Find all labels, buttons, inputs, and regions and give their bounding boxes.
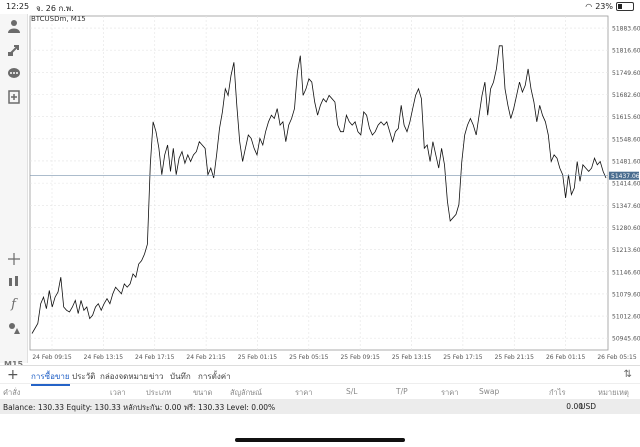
tab-news[interactable]: ข่าว	[149, 372, 164, 381]
status-time: 12:25	[6, 2, 30, 11]
home-indicator[interactable]	[235, 438, 405, 442]
x-tick-label: 26 Feb 01:15	[546, 354, 586, 361]
balance-currency: USD	[579, 402, 596, 411]
y-tick-label: 51079.60	[612, 291, 640, 298]
sort-icon[interactable]: ⇅	[623, 369, 632, 380]
account-icon[interactable]	[5, 17, 22, 34]
y-tick-label: 51682.60	[612, 92, 640, 99]
current-price-badge	[609, 171, 639, 180]
timeframe-label[interactable]: M15	[4, 360, 23, 369]
objects-icon[interactable]	[5, 319, 22, 336]
price-line	[31, 45, 607, 334]
status-bar: 12:25 จ. 26 ก.พ. ◠ 23%	[0, 0, 640, 14]
chart-svg: 51883.60 51816.60 51749.60 51682.60 51615.60…	[29, 15, 640, 361]
trade-icon[interactable]	[5, 41, 22, 58]
y-tick-label: 51012.60	[612, 314, 640, 321]
col-time: เวลา	[110, 388, 126, 397]
col-tp: T/P	[396, 387, 408, 396]
column-headers: คำสั่ง เวลา ประเภท ขนาด สัญลักษณ์ ราคา S…	[0, 383, 640, 400]
x-tick-label: 25 Feb 13:15	[392, 354, 432, 361]
x-tick-label: 24 Feb 21:15	[186, 354, 226, 361]
price-chart[interactable]: 51883.60 51816.60 51749.60 51682.60 51615.60…	[28, 14, 640, 362]
x-tick-label: 25 Feb 21:15	[495, 354, 535, 361]
col-price: ราคา	[295, 388, 313, 397]
x-tick-label: 25 Feb 09:15	[340, 354, 380, 361]
add-icon[interactable]: +	[7, 367, 19, 383]
x-tick-label: 25 Feb 17:15	[443, 354, 483, 361]
x-tick-label: 24 Feb 17:15	[135, 354, 175, 361]
status-date: จ. 26 ก.พ.	[36, 4, 74, 13]
chat-icon[interactable]	[5, 65, 22, 82]
y-tick-label: 51749.60	[612, 70, 640, 77]
y-tick-label: 51615.60	[612, 114, 640, 121]
col-comment: หมายเหตุ	[598, 388, 629, 397]
col-symbol: สัญลักษณ์	[230, 388, 263, 397]
y-tick-label: 51548.60	[612, 136, 640, 143]
indicator-icon[interactable]	[5, 273, 22, 290]
tab-journal[interactable]: บันทึก	[170, 372, 191, 381]
x-tick-label: 25 Feb 01:15	[238, 354, 278, 361]
y-tick-label: 51280.60	[612, 225, 640, 232]
tab-mailbox[interactable]: กล่องจดหมาย	[100, 372, 149, 381]
col-size: ขนาด	[193, 388, 213, 397]
col-order: คำสั่ง	[3, 388, 21, 397]
wifi-icon: ◠	[585, 2, 593, 11]
terminal-tabs: + การซื้อขาย ประวัติ กล่องจดหมาย ข่าว บั…	[0, 365, 640, 386]
current-price-label: 51437.06	[611, 173, 640, 180]
balance-text: Balance: 130.33 Equity: 130.33 หลักประกั…	[3, 403, 276, 412]
y-tick-label: 51816.60	[612, 48, 640, 55]
y-tick-label: 51481.60	[612, 158, 640, 165]
status-right: ◠ 23%	[585, 2, 634, 11]
y-tick-label: 50945.60	[612, 336, 640, 343]
tab-trade[interactable]: การซื้อขาย	[31, 370, 70, 386]
col-price2: ราคา	[441, 388, 459, 397]
x-tick-label: 26 Feb 05:15	[597, 354, 637, 361]
battery-icon	[616, 2, 634, 11]
col-sl: S/L	[346, 387, 358, 396]
tab-history[interactable]: ประวัติ	[72, 372, 96, 381]
balance-row: Balance: 130.33 Equity: 130.33 หลักประกั…	[0, 399, 640, 414]
function-icon[interactable]: f	[11, 297, 16, 312]
col-type: ประเภท	[146, 388, 172, 397]
y-tick-label: 51213.60	[612, 247, 640, 254]
y-tick-label: 51146.60	[612, 269, 640, 276]
battery-percent: 23%	[595, 2, 613, 11]
tab-settings[interactable]: การตั้งค่า	[198, 372, 231, 381]
x-tick-label: 25 Feb 05:15	[289, 354, 329, 361]
left-toolbar: f M15	[0, 14, 28, 369]
y-tick-label: 51347.60	[612, 203, 640, 210]
balance-profit: 0.00	[566, 402, 583, 411]
x-tick-label: 24 Feb 13:15	[84, 354, 124, 361]
y-tick-label: 51414.60	[612, 181, 640, 188]
crosshair-icon[interactable]	[5, 250, 22, 267]
y-tick-label: 51883.60	[612, 26, 640, 33]
chart-symbol: BTCUSDm, M15	[31, 15, 86, 23]
new-order-icon[interactable]	[5, 88, 22, 105]
col-swap: Swap	[479, 387, 500, 396]
x-tick-label: 24 Feb 09:15	[32, 354, 72, 361]
col-profit: กำไร	[549, 388, 566, 397]
